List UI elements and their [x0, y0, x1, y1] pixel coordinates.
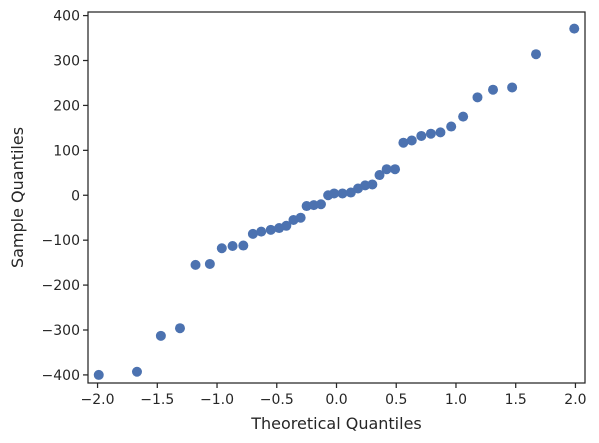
x-tick-label: −1.5 [140, 392, 174, 408]
data-point-41 [569, 23, 580, 34]
data-point-39 [507, 82, 518, 93]
data-point-29 [390, 164, 401, 175]
x-tick-label: 2.0 [564, 392, 586, 408]
data-point-21 [329, 188, 340, 199]
x-tick-label: 1.0 [445, 392, 467, 408]
data-point-32 [416, 130, 427, 141]
data-point-2 [131, 366, 142, 377]
data-point-12 [265, 224, 276, 235]
data-point-10 [247, 228, 258, 239]
data-point-34 [435, 127, 446, 138]
data-point-40 [531, 49, 542, 60]
y-tick-label: −400 [42, 368, 80, 384]
y-tick-label: 100 [53, 143, 80, 159]
x-tick-label: −1.0 [200, 392, 234, 408]
data-point-30 [398, 137, 409, 148]
data-point-38 [488, 84, 499, 95]
data-point-3 [155, 330, 166, 341]
y-axis-label: Sample Quantiles [8, 127, 27, 268]
data-point-35 [446, 121, 457, 132]
data-point-14 [281, 220, 292, 231]
x-axis-label: Theoretical Quantiles [250, 414, 422, 433]
y-axis: −400 −300 −200 −100 0 100 200 300 400 [42, 9, 88, 384]
data-point-37 [472, 92, 483, 103]
data-point-1 [93, 369, 104, 380]
data-point-28 [381, 164, 392, 175]
y-tick-label: −100 [42, 233, 80, 249]
y-tick-label: 400 [53, 9, 80, 25]
data-point-36 [458, 111, 469, 122]
x-tick-label: −2.0 [81, 392, 115, 408]
y-tick-label: −200 [42, 278, 80, 294]
data-point-22 [337, 188, 348, 199]
data-point-33 [425, 128, 436, 139]
data-point-5 [190, 259, 201, 270]
x-tick-label: 0.5 [385, 392, 407, 408]
data-point-31 [406, 135, 417, 146]
data-point-7 [216, 243, 227, 254]
points-layer [93, 23, 580, 380]
data-point-8 [227, 241, 238, 252]
data-point-9 [238, 240, 249, 251]
x-tick-label: 0.0 [325, 392, 347, 408]
data-point-26 [367, 179, 378, 190]
y-tick-label: 200 [53, 98, 80, 114]
x-axis: −2.0 −1.5 −1.0 −0.5 0.0 0.5 1.0 1.5 2.0 [81, 383, 587, 408]
data-point-4 [174, 323, 185, 334]
data-point-16 [295, 212, 306, 223]
data-point-11 [256, 226, 267, 237]
x-tick-label: 1.5 [505, 392, 527, 408]
y-tick-label: 300 [53, 54, 80, 70]
y-tick-label: −300 [42, 323, 80, 339]
x-tick-label: −0.5 [260, 392, 294, 408]
y-tick-label: 0 [71, 188, 80, 204]
data-point-19 [315, 199, 326, 210]
data-point-6 [204, 258, 215, 269]
data-point-27 [374, 170, 385, 181]
